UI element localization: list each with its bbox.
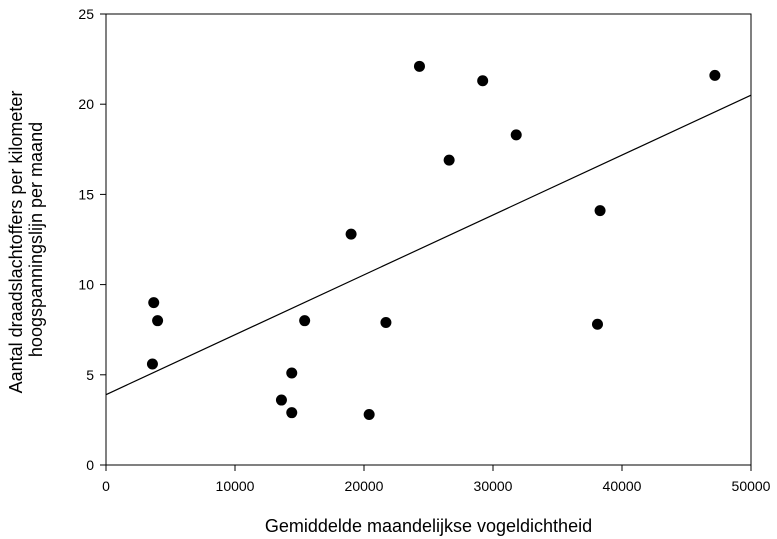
data-point xyxy=(299,315,311,327)
y-axis-title: Aantal draadslachtoffers per kilometer h… xyxy=(6,86,46,394)
data-point xyxy=(148,297,160,309)
data-point xyxy=(709,69,721,81)
x-tick-label: 40000 xyxy=(603,478,642,494)
x-tick-label: 10000 xyxy=(216,478,255,494)
data-point xyxy=(594,205,606,217)
y-axis-title-line-2: hoogspanningslijn per maand xyxy=(26,122,46,357)
x-axis-title: Gemiddelde maandelijkse vogeldichtheid xyxy=(265,516,592,536)
data-point xyxy=(275,394,287,406)
data-point xyxy=(152,315,164,327)
data-point xyxy=(286,407,298,419)
y-tick-label: 5 xyxy=(86,367,94,383)
regression-line xyxy=(105,94,752,396)
data-point xyxy=(413,60,425,72)
x-tick-label: 20000 xyxy=(345,478,384,494)
data-point xyxy=(146,358,158,370)
plot-area: 0 10000 20000 30000 40000 50000 0 5 10 15 20 25 xyxy=(78,6,770,494)
x-tick-label: 0 xyxy=(102,478,110,494)
y-tick-label: 15 xyxy=(78,186,94,202)
data-point xyxy=(286,367,298,379)
data-point xyxy=(363,408,375,420)
y-tick-label: 10 xyxy=(78,277,94,293)
y-tick-label: 25 xyxy=(78,6,94,22)
data-point xyxy=(591,318,603,330)
x-tick-label: 50000 xyxy=(732,478,771,494)
data-point xyxy=(510,129,522,141)
data-point xyxy=(477,75,489,87)
data-point xyxy=(345,228,357,240)
y-axis-title-line-1: Aantal draadslachtoffers per kilometer xyxy=(6,91,26,394)
x-tick-label: 30000 xyxy=(474,478,513,494)
y-tick-label: 0 xyxy=(86,457,94,473)
data-point xyxy=(380,316,392,328)
data-point xyxy=(443,154,455,166)
y-tick-label: 20 xyxy=(78,96,94,112)
plot-frame xyxy=(105,13,752,466)
